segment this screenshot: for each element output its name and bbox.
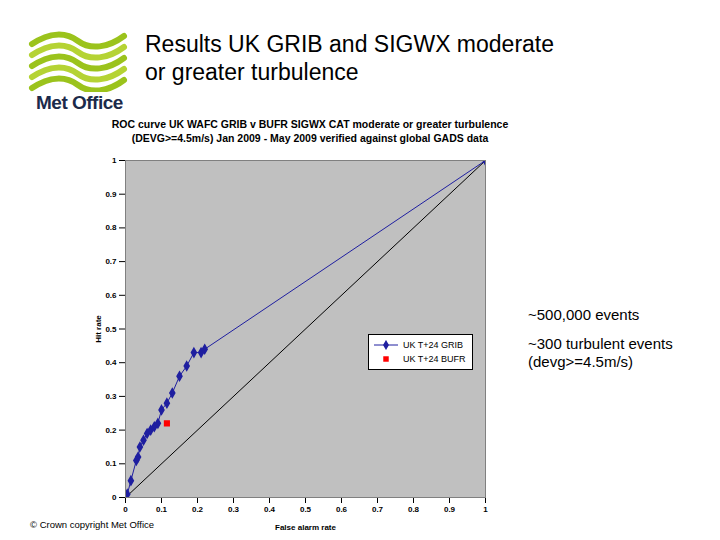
- html-text:UK T+24 GRIB: UK T+24 GRIB: [403, 340, 464, 350]
- html-text:~300 turbulent events (devg>=4: ~300 turbulent events (devg>=4.5m/s): [528, 335, 673, 370]
- svg-text:0.2: 0.2: [192, 505, 204, 514]
- html-text:© Crown copyright Met Office: © Crown copyright Met Office: [30, 519, 154, 530]
- svg-text:0.1: 0.1: [105, 459, 117, 468]
- html-text:ROC curve UK WAFC GRIB v BUFR: ROC curve UK WAFC GRIB v BUFR SIGWX CAT …: [111, 118, 509, 144]
- svg-text:0.3: 0.3: [228, 505, 240, 514]
- svg-text:Hit rate: Hit rate: [94, 315, 103, 343]
- svg-text:0.5: 0.5: [300, 505, 312, 514]
- svg-text:0.1: 0.1: [156, 505, 168, 514]
- svg-text:0.6: 0.6: [105, 291, 117, 300]
- svg-text:0.9: 0.9: [444, 505, 456, 514]
- svg-text:0: 0: [112, 493, 117, 502]
- svg-text:0: 0: [123, 505, 128, 514]
- svg-text:1: 1: [483, 505, 488, 514]
- svg-text:0.7: 0.7: [372, 505, 384, 514]
- svg-text:0.4: 0.4: [264, 505, 276, 514]
- svg-text:0.8: 0.8: [408, 505, 420, 514]
- html-text:Met Office: Met Office: [36, 92, 123, 113]
- svg-text:0.6: 0.6: [336, 505, 348, 514]
- svg-text:0.7: 0.7: [105, 257, 117, 266]
- svg-text:0.4: 0.4: [105, 358, 117, 367]
- svg-text:1: 1: [112, 156, 117, 165]
- html-text:Results UK GRIB and SIGWX mode: Results UK GRIB and SIGWX moderate or gr…: [145, 31, 554, 85]
- html-text:UK T+24 BUFR: UK T+24 BUFR: [403, 354, 466, 364]
- svg-text:False alarm rate: False alarm rate: [275, 523, 336, 532]
- svg-text:0.9: 0.9: [105, 190, 117, 199]
- svg-text:0.3: 0.3: [105, 392, 117, 401]
- svg-text:0.8: 0.8: [105, 223, 117, 232]
- svg-text:0.2: 0.2: [105, 426, 117, 435]
- html-text:~500,000 events: ~500,000 events: [528, 306, 640, 323]
- svg-text:0.5: 0.5: [105, 325, 117, 334]
